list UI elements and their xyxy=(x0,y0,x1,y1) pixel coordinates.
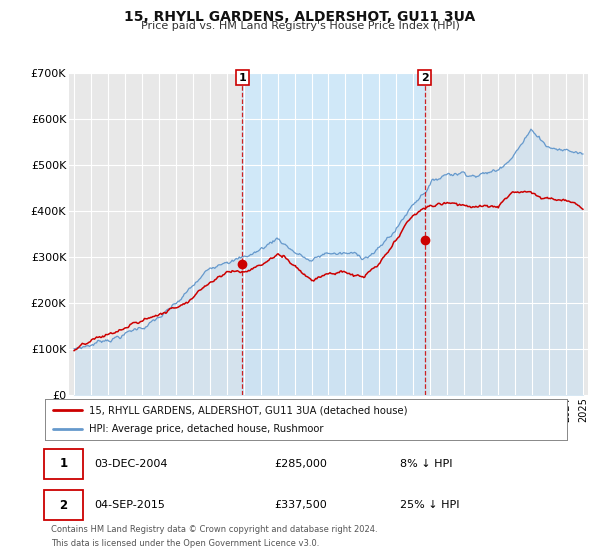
FancyBboxPatch shape xyxy=(44,449,83,479)
Text: HPI: Average price, detached house, Rushmoor: HPI: Average price, detached house, Rush… xyxy=(89,424,324,433)
Text: £285,000: £285,000 xyxy=(275,459,328,469)
Text: £337,500: £337,500 xyxy=(275,500,328,510)
Text: Contains HM Land Registry data © Crown copyright and database right 2024.: Contains HM Land Registry data © Crown c… xyxy=(51,525,377,534)
Text: 8% ↓ HPI: 8% ↓ HPI xyxy=(400,459,452,469)
Text: 1: 1 xyxy=(238,73,246,83)
Text: 03-DEC-2004: 03-DEC-2004 xyxy=(95,459,168,469)
Text: 15, RHYLL GARDENS, ALDERSHOT, GU11 3UA (detached house): 15, RHYLL GARDENS, ALDERSHOT, GU11 3UA (… xyxy=(89,405,408,415)
Bar xyxy=(242,73,425,395)
Text: 15, RHYLL GARDENS, ALDERSHOT, GU11 3UA: 15, RHYLL GARDENS, ALDERSHOT, GU11 3UA xyxy=(124,10,476,24)
Text: 2: 2 xyxy=(59,498,67,512)
Text: 04-SEP-2015: 04-SEP-2015 xyxy=(95,500,166,510)
Text: 25% ↓ HPI: 25% ↓ HPI xyxy=(400,500,460,510)
Text: 2: 2 xyxy=(421,73,428,83)
Text: 1: 1 xyxy=(59,457,67,470)
Text: Price paid vs. HM Land Registry's House Price Index (HPI): Price paid vs. HM Land Registry's House … xyxy=(140,21,460,31)
Text: This data is licensed under the Open Government Licence v3.0.: This data is licensed under the Open Gov… xyxy=(51,539,319,548)
FancyBboxPatch shape xyxy=(44,490,83,520)
